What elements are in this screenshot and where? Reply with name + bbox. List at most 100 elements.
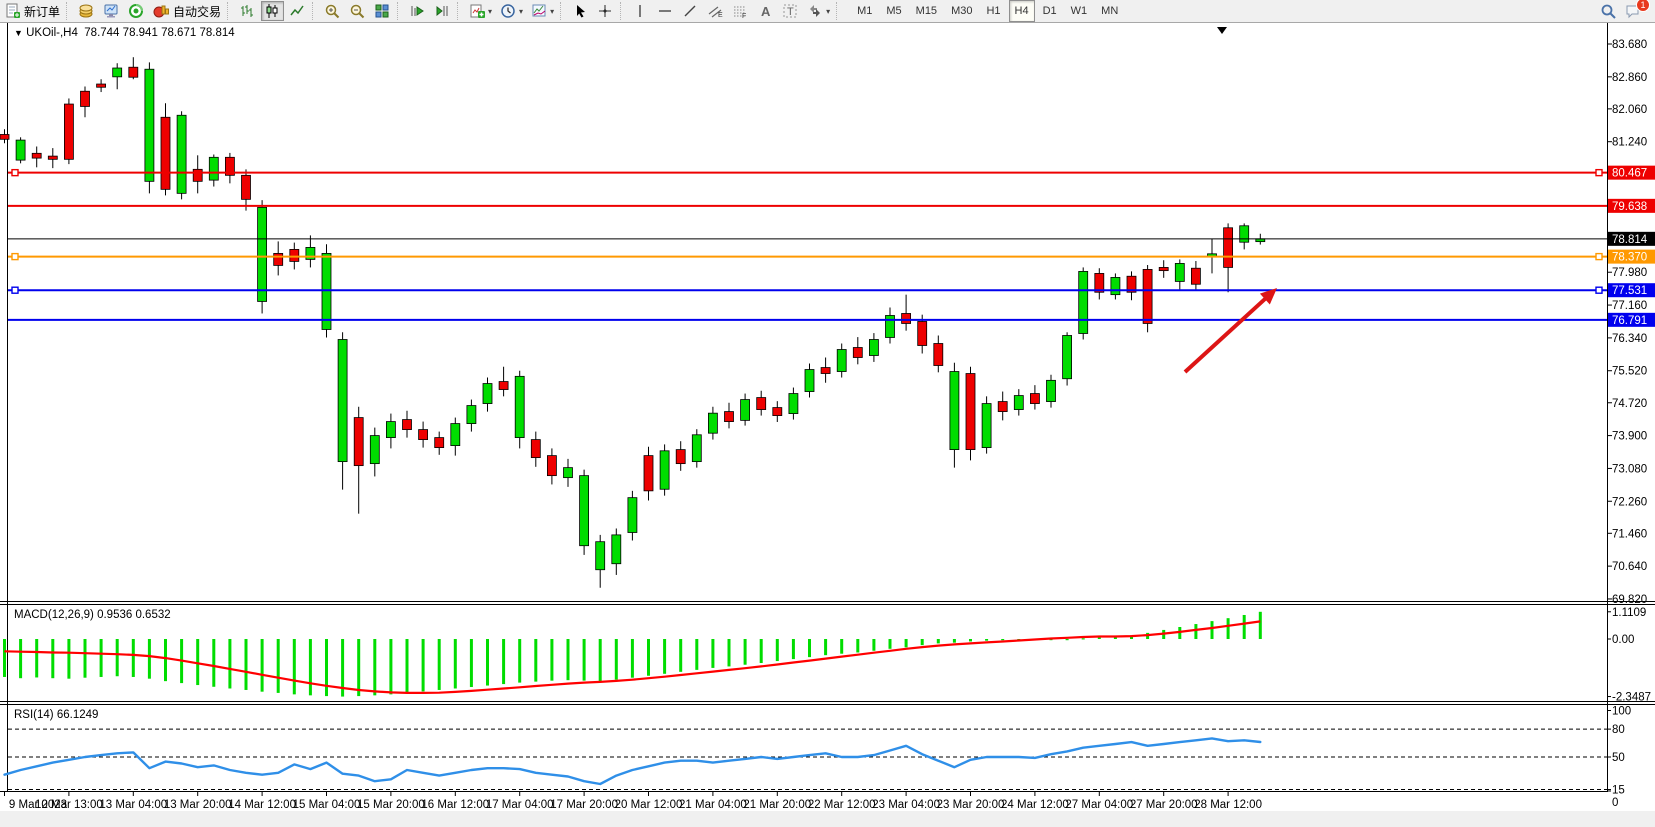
rsi-scale-label: 0 <box>1612 797 1618 809</box>
macd-histogram-bar <box>1097 637 1101 639</box>
candle-body <box>836 349 847 372</box>
timeframe-h1[interactable]: H1 <box>986 5 1001 17</box>
line-handle[interactable] <box>1595 168 1603 177</box>
signal-icon[interactable] <box>125 1 148 21</box>
timeframe-d1[interactable]: D1 <box>1042 5 1057 17</box>
candle-body <box>15 139 26 161</box>
candle-body <box>724 411 734 422</box>
toolbar-right: 1 <box>1596 0 1655 21</box>
timeframe-m5[interactable]: M5 <box>886 5 902 17</box>
price-tick-label: 82.860 <box>1612 72 1647 84</box>
chat-icon[interactable]: 1 <box>1622 0 1650 21</box>
macd-histogram-bar <box>1210 621 1214 639</box>
timeframe-mn[interactable]: MN <box>1101 5 1119 17</box>
tile-windows-icon[interactable] <box>371 1 394 21</box>
text-label-icon[interactable]: T <box>779 1 802 21</box>
crosshair-icon[interactable] <box>594 1 617 21</box>
periods-icon[interactable]: ▾ <box>497 1 526 21</box>
search-icon[interactable] <box>1597 1 1620 21</box>
trendline-icon[interactable] <box>679 1 702 21</box>
macd-histogram-bar <box>502 639 506 685</box>
trend-arrow-head[interactable] <box>1259 288 1277 305</box>
candle-body <box>208 156 219 181</box>
candle-body <box>611 534 622 565</box>
svg-text:F: F <box>742 13 746 19</box>
price-tick-label: 75.520 <box>1612 366 1647 378</box>
macd-scale-label: -2.3487 <box>1612 692 1651 704</box>
toolbar-buttons: 新订单 自动交易 ▾ ▾ ▾ E F A T ▾ <box>0 1 844 21</box>
candle-body <box>0 134 10 140</box>
auto-scroll-icon[interactable] <box>406 1 429 21</box>
candle-body <box>192 168 203 182</box>
timeframe-w1[interactable]: W1 <box>1070 5 1088 17</box>
time-tick-label: 24 Mar 12:00 <box>1001 799 1069 811</box>
macd-histogram-bar <box>727 639 731 667</box>
candle-body <box>47 155 58 160</box>
candle-body <box>418 429 429 440</box>
zoom-out-icon[interactable] <box>346 1 369 21</box>
chevron-down-icon[interactable]: ▾ <box>488 6 493 16</box>
chevron-down-icon[interactable]: ▾ <box>519 6 524 16</box>
bar-chart-icon[interactable] <box>236 1 259 21</box>
terminal-icon[interactable] <box>100 1 123 21</box>
svg-text:A: A <box>761 4 771 19</box>
equidistant-channel-icon[interactable]: E <box>704 1 727 21</box>
new-order-button[interactable]: 新订单 <box>1 1 63 21</box>
candle-body <box>96 83 106 88</box>
time-tick-label: 15 Mar 20:00 <box>357 799 425 811</box>
candle-body <box>466 405 477 424</box>
gold-coins-icon[interactable] <box>75 1 98 21</box>
quote-open: 78.744 <box>84 27 120 39</box>
fibonacci-icon[interactable]: F <box>729 1 752 21</box>
candle-body <box>369 435 380 465</box>
candle-body <box>820 367 831 374</box>
macd-histogram-bar <box>1113 636 1117 639</box>
macd-histogram-bar <box>164 639 167 682</box>
chart-shift-icon[interactable] <box>431 1 454 21</box>
timeframe-m30[interactable]: M30 <box>951 5 973 17</box>
candle-body <box>852 347 863 358</box>
line-chart-icon[interactable] <box>286 1 309 21</box>
time-tick-label: 23 Mar 20:00 <box>937 799 1005 811</box>
rsi-scale-label: 15 <box>1612 785 1625 797</box>
chevron-down-icon[interactable]: ▾ <box>826 6 831 16</box>
price-label-text: 78.814 <box>1612 234 1648 246</box>
cursor-icon[interactable] <box>569 1 592 21</box>
macd-histogram-bar <box>743 639 747 665</box>
macd-histogram-bar <box>840 639 844 654</box>
macd-histogram-bar <box>228 639 232 689</box>
text-icon[interactable]: A <box>754 1 777 21</box>
candle-body <box>1223 227 1233 268</box>
trend-arrow[interactable] <box>1183 295 1269 374</box>
vertical-line-icon[interactable] <box>629 1 652 21</box>
line-handle[interactable] <box>11 286 19 294</box>
chevron-down-icon[interactable]: ▾ <box>550 6 555 16</box>
candle-body <box>788 393 799 414</box>
candle-body <box>901 313 911 324</box>
timeframe-h4[interactable]: H4 <box>1008 0 1035 22</box>
arrows-icon[interactable]: ▾ <box>804 1 833 21</box>
timeframe-m15[interactable]: M15 <box>915 5 938 17</box>
indicators-icon[interactable]: ▾ <box>466 1 495 21</box>
quote-high: 78.941 <box>122 27 158 39</box>
macd-signal-line <box>4 620 1261 695</box>
collapse-triangle-icon[interactable]: ▼ <box>14 28 23 38</box>
horizontal-line-icon[interactable] <box>654 1 677 21</box>
zoom-in-icon[interactable] <box>321 1 344 21</box>
macd-histogram-bar <box>486 639 489 686</box>
candlestick-chart-icon[interactable] <box>261 1 285 21</box>
macd-histogram-bar <box>67 639 71 679</box>
candle-body <box>257 206 268 302</box>
line-handle[interactable] <box>1595 286 1603 294</box>
macd-histogram-bar <box>1065 639 1069 641</box>
timeframe-m1[interactable]: M1 <box>857 5 873 17</box>
price-tick-label: 76.340 <box>1612 333 1647 345</box>
time-tick-label: 20 Mar 12:00 <box>615 799 683 811</box>
autotrading-button[interactable]: 自动交易 <box>150 1 224 21</box>
line-handle[interactable] <box>11 252 19 261</box>
line-handle[interactable] <box>11 168 19 177</box>
templates-icon[interactable]: ▾ <box>528 1 557 21</box>
chart-shift-marker-icon[interactable] <box>1217 27 1227 34</box>
price-tick-label: 77.160 <box>1612 300 1647 312</box>
line-handle[interactable] <box>1595 252 1603 261</box>
